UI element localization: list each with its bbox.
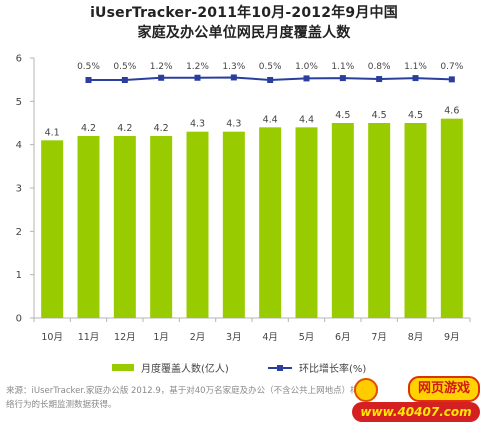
legend-item-bar: 月度覆盖人数(亿人) [112,360,229,375]
x-tick-label: 6月 [335,332,351,343]
growth-data-label: 1.0% [295,62,318,72]
source-note-line-2: 络行为的长期监测数据获得。 [6,400,117,410]
growth-point [194,74,201,81]
logo-top-text: 网页游戏 [407,376,480,402]
growth-data-label: 0.8% [368,62,391,72]
bar-data-label: 4.2 [154,123,169,134]
y-tick-label: 2 [16,227,22,238]
growth-data-label: 0.7% [440,62,463,72]
bar-data-label: 4.2 [81,123,96,134]
growth-data-label: 0.5% [77,62,100,72]
growth-data-label: 1.2% [186,62,209,72]
mascot-icon [354,378,378,402]
growth-data-label: 1.1% [331,62,354,72]
legend-item-line: 环比增长率(%) [268,360,366,375]
legend-swatch-bar [112,364,134,371]
bar [113,136,136,318]
y-tick-label: 6 [16,54,22,65]
growth-point [376,76,383,83]
y-tick-label: 5 [16,97,22,108]
growth-point [85,77,92,83]
x-tick-label: 9月 [444,332,460,343]
bar-data-label: 4.5 [408,110,423,121]
bar [259,127,282,318]
y-tick-label: 4 [16,140,22,151]
growth-point [121,77,128,83]
bar [150,136,173,318]
growth-data-label: 0.5% [113,62,136,72]
x-tick-label: 1月 [153,332,169,343]
x-tick-label: 5月 [299,332,315,343]
x-tick-label: 10月 [41,332,63,343]
x-tick-label: 3月 [226,332,242,343]
bar-data-label: 4.6 [444,106,459,117]
chart-title-line-2: 家庭及办公单位网民月度覆盖人数 [137,25,351,41]
growth-point [412,75,419,82]
bar [41,140,64,318]
bar [222,131,245,318]
x-tick-label: 7月 [371,332,387,343]
growth-point [448,76,455,83]
bar-data-label: 4.1 [45,127,60,138]
growth-data-label: 1.2% [150,62,173,72]
bar-data-label: 4.3 [190,119,205,130]
x-tick-label: 11月 [78,332,100,343]
x-tick-label: 8月 [408,332,424,343]
y-tick-label: 3 [16,184,22,195]
legend-label-bar: 月度覆盖人数(亿人) [141,364,229,375]
logo-url-text: www.40407.com [352,402,480,422]
growth-point [267,77,274,83]
legend-label-line: 环比增长率(%) [299,364,367,375]
bar [186,131,209,318]
growth-point [303,75,310,82]
growth-data-label: 0.5% [259,62,282,72]
bar [331,123,354,318]
chart-title-line-1: iUserTracker-2011年10月-2012年9月中国 [90,5,398,21]
bar [295,127,318,318]
bar-data-label: 4.4 [299,114,314,125]
growth-point [158,74,165,81]
x-tick-label: 4月 [262,332,278,343]
bar-data-label: 4.2 [117,123,132,134]
site-logo: 网页游戏 www.40407.com [352,376,486,422]
source-note-line-1: 来源：iUserTracker.家庭办公版 2012.9，基于对40万名家庭及办… [6,386,378,396]
bar-data-label: 4.3 [226,119,241,130]
source-note: 来源：iUserTracker.家庭办公版 2012.9，基于对40万名家庭及办… [6,384,378,412]
x-tick-label: 12月 [114,332,136,343]
bar-data-label: 4.5 [335,110,350,121]
growth-data-label: 1.1% [404,62,427,72]
y-tick-label: 0 [16,314,22,325]
x-tick-label: 2月 [190,332,206,343]
bar [440,118,463,319]
legend-swatch-line [268,364,292,372]
legend: 月度覆盖人数(亿人) 环比增长率(%) [0,360,488,378]
growth-data-label: 1.3% [222,62,245,72]
combo-chart: 0 1 2 3 4 5 6 10月 11月 12月 1月 2月 3月 4月 5月 6月 7月 8月 9月 4.1 4.2… [16,54,471,343]
bar [404,123,427,318]
bar-data-label: 4.4 [263,114,278,125]
bar [368,123,391,318]
growth-point [230,74,237,81]
growth-point [339,75,346,82]
y-tick-label: 1 [16,270,22,281]
bar [77,136,100,318]
bar-data-label: 4.5 [372,110,387,121]
chart-title: iUserTracker-2011年10月-2012年9月中国 家庭及办公单位网… [0,3,488,43]
